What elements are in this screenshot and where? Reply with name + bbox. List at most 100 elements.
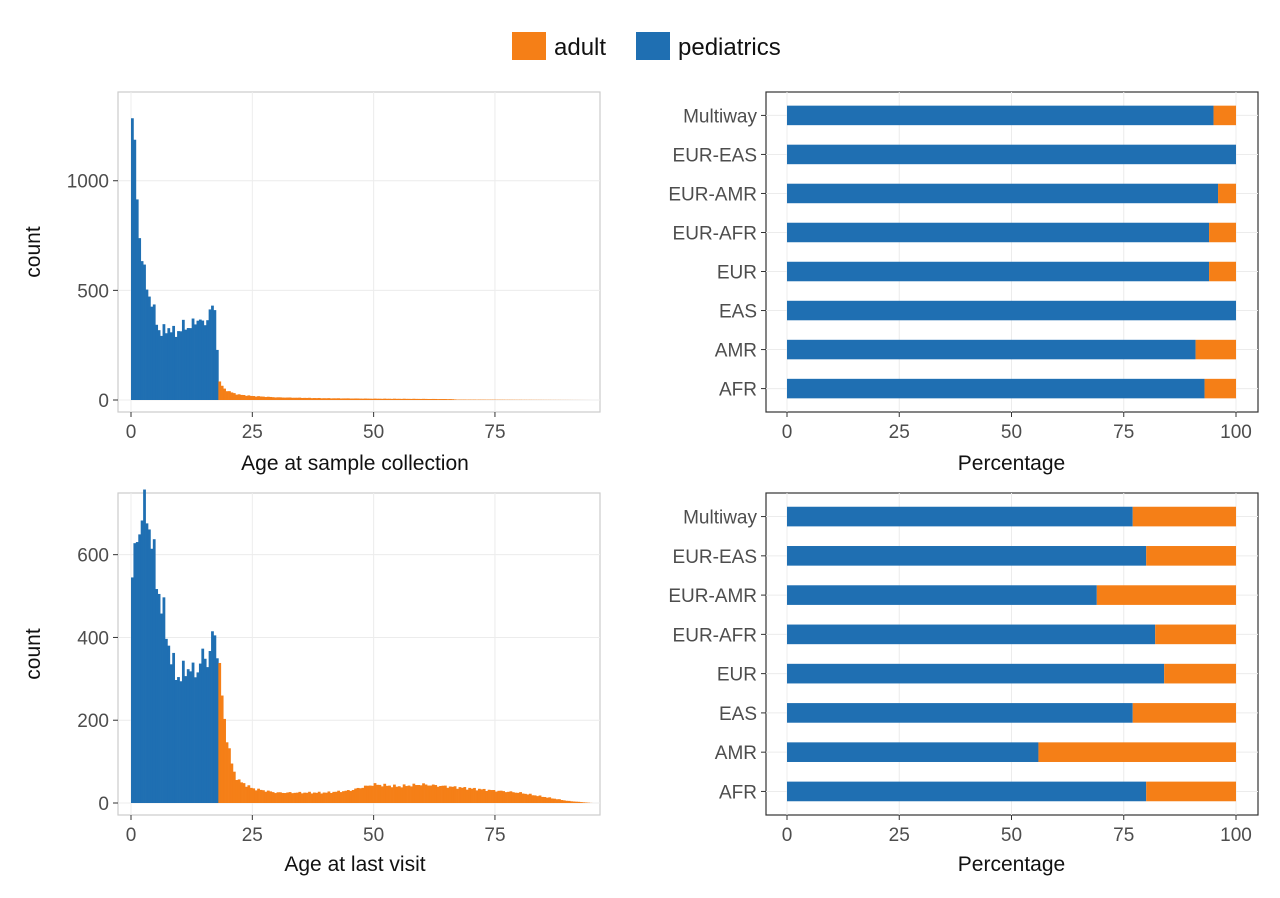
bar-adult — [1096, 585, 1236, 605]
histogram-bar — [424, 784, 428, 803]
histogram-panel-3: 0 25 50 75 0 200 400 600 Age at last visit count — [22, 489, 601, 876]
histogram-bar — [169, 664, 173, 803]
histogram-bar — [257, 396, 260, 400]
x-tick-label: 100 — [1220, 825, 1252, 846]
histogram-bar — [259, 789, 263, 803]
histogram-bar — [431, 398, 435, 400]
category-label: EUR-AFR — [673, 223, 757, 244]
histogram-bar — [254, 396, 258, 400]
histogram-bar — [441, 785, 445, 803]
histogram-bar — [400, 787, 404, 803]
histogram-bar — [526, 794, 530, 803]
histogram-bar — [223, 388, 226, 400]
histogram-bar — [363, 785, 367, 803]
histogram-bar — [524, 793, 527, 803]
histogram-bar — [252, 788, 256, 803]
histogram-bar — [424, 398, 428, 400]
x-tick-label: 25 — [889, 825, 910, 846]
histogram-bar — [427, 398, 430, 400]
y-tick-label: 1000 — [67, 172, 109, 193]
bar-adult — [1195, 339, 1236, 360]
x-tick-label: 50 — [363, 825, 384, 846]
histogram-bar — [468, 787, 472, 803]
histogram-bar — [349, 398, 353, 400]
histogram-bar — [414, 398, 418, 400]
histogram-bar — [312, 792, 316, 803]
histogram-bar — [157, 330, 161, 400]
y-tick-label: 500 — [77, 281, 109, 302]
percentage-panel-4: Multiway EUR-EAS EUR-AMR EUR-AFR EUR EAS AMR AF… — [668, 492, 1259, 876]
histogram-bar — [288, 792, 292, 803]
histogram-bar — [160, 613, 163, 803]
histogram-bar — [143, 264, 146, 400]
histogram-bar — [342, 398, 345, 400]
histogram-bar — [577, 801, 581, 803]
histogram-bar — [167, 645, 171, 803]
histogram-bar — [429, 785, 433, 803]
histogram-bar — [422, 398, 425, 400]
histogram-bar — [157, 593, 161, 803]
histogram-bar — [339, 398, 343, 400]
bar-pediatrics — [787, 506, 1133, 527]
histogram-bar — [317, 397, 321, 400]
histogram-bar — [380, 786, 384, 803]
histogram-bar — [245, 786, 248, 803]
histogram-bar — [388, 785, 391, 803]
histogram-bar — [232, 393, 236, 400]
histogram-bar — [293, 792, 297, 803]
histogram-bar — [147, 296, 151, 400]
histogram-bar — [553, 798, 556, 803]
histogram-bar — [138, 534, 142, 803]
histogram-bar — [131, 577, 134, 803]
histogram-bar — [427, 785, 430, 803]
histogram-bar — [252, 396, 256, 400]
histogram-bar — [283, 397, 287, 400]
histogram-bar — [298, 791, 302, 803]
histogram-bar — [533, 795, 537, 803]
bar-adult — [1146, 781, 1236, 802]
histogram-bar — [305, 397, 309, 400]
histogram-bar — [266, 790, 270, 803]
histogram-bar — [339, 792, 343, 803]
histogram-bar — [572, 801, 576, 803]
histogram-bar — [281, 792, 285, 803]
histogram-bar — [494, 791, 498, 803]
histogram-bar — [177, 331, 180, 400]
x-axis-title: Percentage — [958, 853, 1065, 876]
histogram-bar — [218, 662, 222, 803]
y-axis-title: count — [22, 226, 45, 278]
histogram-bar — [417, 784, 421, 803]
histogram-bar — [245, 395, 248, 400]
histogram-bar — [543, 796, 547, 803]
histogram-bar — [191, 318, 195, 400]
histogram-bar — [167, 328, 171, 400]
histogram-bar — [397, 786, 401, 803]
bar-pediatrics — [787, 742, 1039, 762]
bar-pediatrics — [787, 261, 1210, 282]
histogram-bar — [504, 792, 508, 803]
histogram-bar — [485, 791, 489, 803]
histogram-bar — [361, 787, 365, 803]
category-label: EUR-EAS — [673, 547, 757, 568]
x-tick-label: 100 — [1220, 422, 1252, 443]
bar-pediatrics — [787, 105, 1214, 126]
histogram-bar — [393, 784, 396, 803]
histogram-bar — [327, 791, 331, 803]
histogram-bar — [342, 791, 345, 803]
histogram-bar — [397, 398, 401, 400]
category-label: EUR-AMR — [668, 184, 757, 205]
histogram-bar — [155, 324, 159, 400]
histogram-bar — [213, 635, 217, 803]
histogram-bar — [279, 792, 282, 803]
bar-pediatrics — [787, 222, 1210, 243]
histogram-bar — [579, 802, 583, 803]
histogram-bar — [211, 305, 214, 400]
histogram-bar — [135, 199, 139, 400]
histogram-bar — [434, 785, 438, 803]
histogram-bar — [329, 792, 333, 803]
histogram-bar — [344, 790, 348, 803]
histogram-bar — [402, 398, 406, 400]
histogram-bar — [145, 523, 149, 803]
histogram-bar — [269, 791, 273, 803]
histogram-bar — [407, 398, 411, 400]
